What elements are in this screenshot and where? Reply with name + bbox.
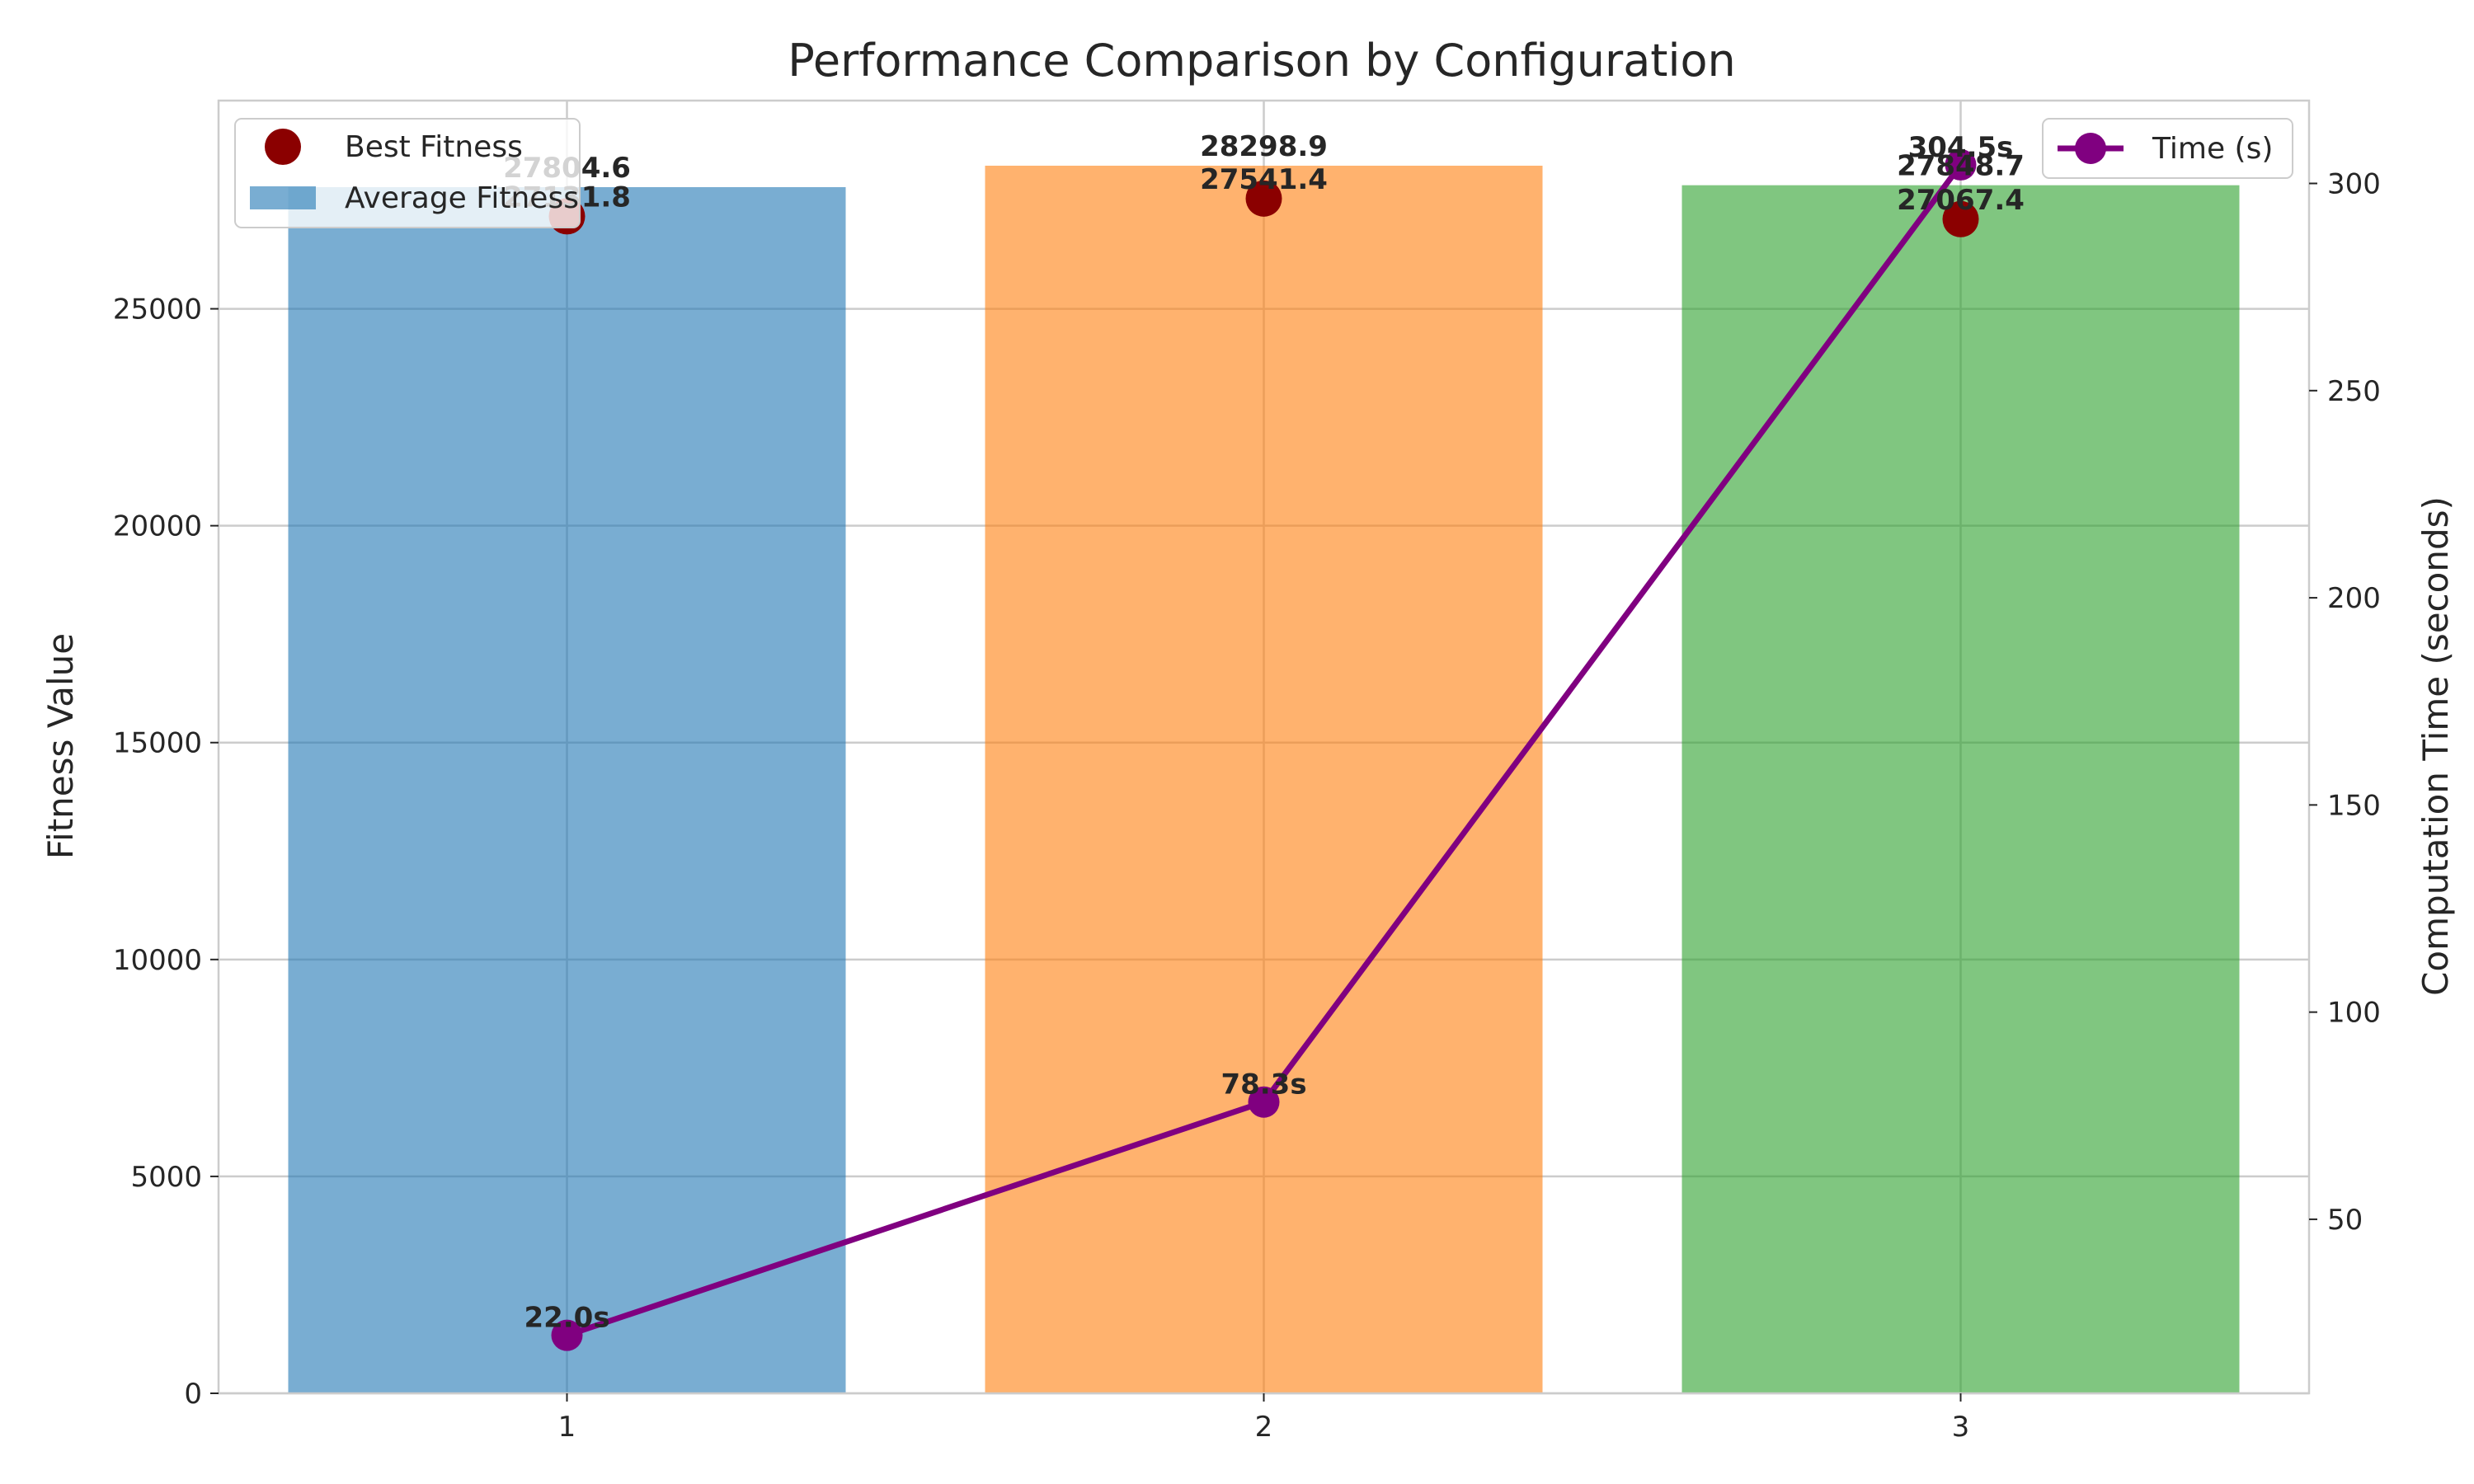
time-point: [1945, 148, 1977, 181]
time-series: [551, 148, 1977, 1351]
legend-best-fitness-marker: [265, 129, 301, 165]
time-point: [551, 1319, 583, 1351]
y-axis-label: Fitness Value: [40, 633, 81, 859]
legend-average-fitness-label: Average Fitness: [345, 181, 579, 215]
y-tick-label: 20000: [113, 510, 202, 543]
average-fitness-label: 28298.9: [1200, 130, 1328, 163]
legend-time-marker: [2075, 133, 2106, 164]
chart-title: Performance Comparison by Configuration: [788, 35, 1735, 87]
legend-best-fitness-label: Best Fitness: [345, 130, 523, 164]
axis-ticks: 0 5000 10000 15000 20000 25000 1 2 3 50 100 150 200 2…: [113, 168, 2381, 1444]
best-fitness-label: 27541.4: [1200, 163, 1328, 196]
average-fitness-bar: [288, 186, 846, 1393]
y-tick-label: 15000: [113, 727, 202, 760]
time-label: 22.0s: [524, 1302, 609, 1335]
y2-tick-label: 50: [2327, 1204, 2363, 1237]
average-fitness-bar: [985, 165, 1543, 1394]
best-fitness-point: [1245, 180, 1282, 217]
legend-left-frame: [234, 118, 581, 228]
average-fitness-label: 27848.7: [1897, 150, 2025, 183]
best-fitness-point: [1942, 200, 1979, 237]
y2-tick-label: 250: [2327, 375, 2381, 408]
y-tick-label: 25000: [113, 294, 202, 326]
y-tick-label: 5000: [130, 1161, 202, 1194]
legend-right-frame: [2042, 118, 2293, 179]
y2-tick-label: 100: [2327, 997, 2381, 1030]
legend-left: Best Fitness Average Fitness: [234, 118, 581, 228]
bar-series: [288, 165, 2240, 1394]
y2-tick-label: 300: [2327, 168, 2381, 201]
legends: Best Fitness Average Fitness Time (s): [234, 118, 2293, 228]
y2-tick-label: 150: [2327, 789, 2381, 822]
x-tick-label: 3: [1952, 1411, 1970, 1444]
y2-tick-label: 200: [2327, 582, 2381, 615]
best-fitness-label: 27067.4: [1897, 184, 2025, 217]
time-point: [1248, 1086, 1280, 1118]
legend-time-label: Time (s): [2152, 132, 2273, 166]
y-tick-label: 0: [184, 1378, 202, 1411]
legend-right: Time (s): [2042, 118, 2293, 179]
time-label: 304.5s: [1908, 131, 2014, 164]
y2-axis-label: Computation Time (seconds): [2415, 496, 2456, 996]
time-label: 78.3s: [1221, 1068, 1306, 1101]
average-fitness-bar: [1681, 185, 2240, 1394]
x-tick-label: 2: [1255, 1411, 1273, 1444]
x-tick-label: 1: [558, 1411, 576, 1444]
y-tick-label: 10000: [113, 944, 202, 977]
legend-average-fitness-swatch: [250, 186, 316, 209]
